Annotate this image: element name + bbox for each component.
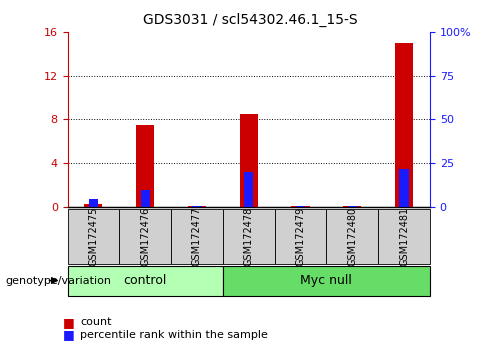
Text: Myc null: Myc null xyxy=(300,274,352,287)
FancyBboxPatch shape xyxy=(378,209,430,264)
Bar xyxy=(192,206,202,207)
Bar xyxy=(88,199,98,207)
Bar xyxy=(140,190,150,207)
Text: GSM172475: GSM172475 xyxy=(88,207,99,266)
Text: GSM172479: GSM172479 xyxy=(296,207,306,266)
Text: GSM172478: GSM172478 xyxy=(244,207,254,266)
Bar xyxy=(244,172,254,207)
Text: GSM172476: GSM172476 xyxy=(140,207,150,266)
Text: GDS3031 / scl54302.46.1_15-S: GDS3031 / scl54302.46.1_15-S xyxy=(142,12,358,27)
Bar xyxy=(344,206,361,207)
Text: genotype/variation: genotype/variation xyxy=(5,275,111,286)
Text: ■: ■ xyxy=(62,316,74,329)
Text: GSM172481: GSM172481 xyxy=(399,207,409,266)
FancyBboxPatch shape xyxy=(120,209,171,264)
Bar xyxy=(400,169,409,207)
FancyBboxPatch shape xyxy=(274,209,326,264)
FancyBboxPatch shape xyxy=(68,209,120,264)
Bar xyxy=(188,206,206,207)
FancyBboxPatch shape xyxy=(326,209,378,264)
Bar xyxy=(240,114,258,207)
Bar xyxy=(395,43,413,207)
Text: GSM172477: GSM172477 xyxy=(192,207,202,266)
Text: count: count xyxy=(80,317,112,327)
Bar xyxy=(84,204,102,207)
Text: GSM172480: GSM172480 xyxy=(348,207,358,266)
Text: ■: ■ xyxy=(62,328,74,341)
FancyBboxPatch shape xyxy=(223,266,430,296)
FancyBboxPatch shape xyxy=(171,209,223,264)
Text: percentile rank within the sample: percentile rank within the sample xyxy=(80,330,268,339)
Bar xyxy=(136,125,154,207)
Bar xyxy=(292,206,310,207)
FancyBboxPatch shape xyxy=(223,209,274,264)
Bar xyxy=(348,206,357,207)
FancyBboxPatch shape xyxy=(68,266,223,296)
Bar xyxy=(296,206,305,207)
Text: control: control xyxy=(124,274,167,287)
